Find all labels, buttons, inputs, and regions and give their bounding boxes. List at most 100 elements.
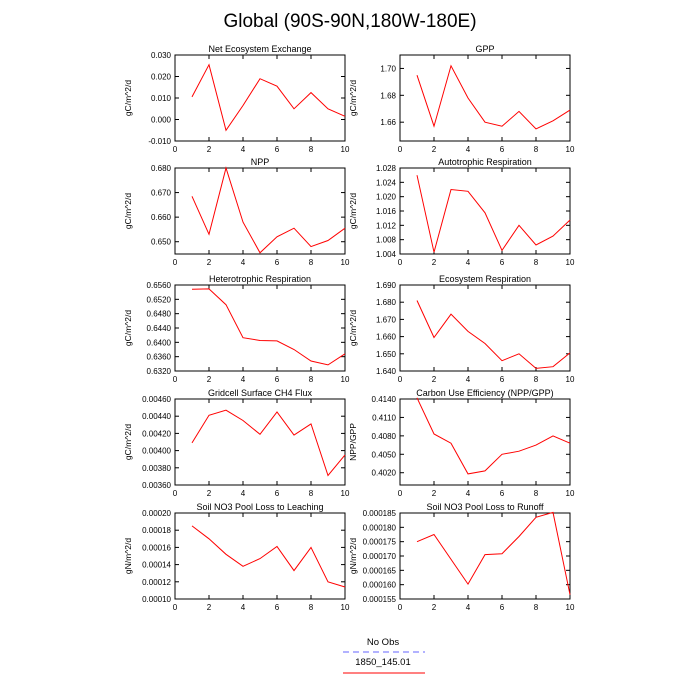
panel-7-xtick-label: 0 [173, 489, 178, 498]
panel-10-series-line [416, 511, 571, 595]
panel-8-ytick-label: 0.4020 [372, 469, 397, 478]
panel-8-title: Carbon Use Efficiency (NPP/GPP) [416, 388, 553, 398]
panel-9-ytick-label: 0.00012 [142, 578, 171, 587]
panel-2-ytick-label: 1.66 [380, 118, 396, 127]
panel-10-xtick-label: 4 [466, 603, 471, 612]
panel-10-xtick-label: 2 [432, 603, 437, 612]
panel-9-ytick-label: 0.00016 [142, 543, 171, 552]
panel-5: Heterotrophic Respiration gC/m^2/d 0 2 4 6 8 10… [123, 274, 350, 384]
panel-7-ytick-label: 0.00420 [142, 429, 171, 438]
panel-9-title: Soil NO3 Pool Loss to Leaching [196, 502, 323, 512]
panel-7-series-line [191, 409, 346, 477]
panel-1-ytick-label: 0.020 [151, 73, 172, 82]
panel-6: Ecosystem Respiration gC/m^2/d 0 2 4 6 8 10 1.64… [348, 274, 575, 384]
panel-7-ytick-label: 0.00440 [142, 412, 171, 421]
panel-3-ytick-label: 0.660 [151, 213, 172, 222]
panel-9-ytick-label: 0.00020 [142, 509, 171, 518]
panel-6-xtick-label: 4 [466, 375, 471, 384]
panel-4-ytick-label: 1.016 [376, 207, 397, 216]
panel-7-ytick-label: 0.00380 [142, 464, 171, 473]
panel-7-xtick-label: 10 [341, 489, 350, 498]
panel-6-ylabel: gC/m^2/d [348, 310, 358, 346]
panel-6-xtick-label: 2 [432, 375, 437, 384]
panel-2-xtick-label: 8 [534, 145, 539, 154]
panel-1: Net Ecosystem Exchange gC/m^2/d 0 2 4 6 8 10 -0.… [123, 44, 350, 154]
panel-3-title: NPP [251, 157, 270, 167]
panel-3-ylabel: gC/m^2/d [123, 193, 133, 229]
panel-10-frame [399, 512, 571, 600]
panel-4-xtick-label: 6 [500, 258, 505, 267]
panel-2-xtick-label: 2 [432, 145, 437, 154]
panel-2-xtick-label: 6 [500, 145, 505, 154]
panel-4-xtick-label: 8 [534, 258, 539, 267]
panel-4-title: Autotrophic Respiration [438, 157, 532, 167]
panel-9-xtick-label: 2 [207, 603, 212, 612]
panel-7: Gridcell Surface CH4 Flux gC/m^2/d 0 2 4 6 8 10… [123, 388, 350, 498]
panel-8-frame [399, 398, 571, 486]
panel-8-xtick-label: 10 [566, 489, 575, 498]
panel-9-xtick-label: 10 [341, 603, 350, 612]
panel-4: Autotrophic Respiration gC/m^2/d 0 2 4 6 8 10 1.… [348, 157, 575, 267]
panel-7-xtick-label: 6 [275, 489, 280, 498]
panel-10-xtick-label: 0 [398, 603, 403, 612]
panel-1-ytick-label: 0.030 [151, 51, 172, 60]
panel-5-xtick-label: 2 [207, 375, 212, 384]
panel-10-ytick-label: 0.000175 [363, 538, 397, 547]
panel-10-ytick-label: 0.000165 [363, 566, 397, 575]
panel-4-ylabel: gC/m^2/d [348, 193, 358, 229]
panel-4-series-line [416, 175, 571, 253]
panel-5-ytick-label: 0.6400 [147, 338, 172, 347]
legend-label-no-obs: No Obs [367, 637, 399, 648]
main-title: Global (90S-90N,180W-180E) [223, 11, 476, 32]
panel-5-ytick-label: 0.6440 [147, 324, 172, 333]
panel-10-ylabel: gN/m^2/d [348, 538, 358, 574]
panel-2-xtick-label: 4 [466, 145, 471, 154]
panel-10-ytick-label: 0.000170 [363, 552, 397, 561]
panel-3-xtick-label: 8 [309, 258, 314, 267]
panel-3-xtick-label: 10 [341, 258, 350, 267]
panel-2-frame [399, 54, 571, 142]
panel-10-xtick-label: 10 [566, 603, 575, 612]
panel-6-ytick-label: 1.660 [376, 333, 397, 342]
panel-10-ytick-label: 0.000180 [363, 523, 397, 532]
panel-6-ytick-label: 1.680 [376, 298, 397, 307]
panel-9-ytick-label: 0.00014 [142, 561, 171, 570]
panel-9-ytick-label: 0.00018 [142, 526, 171, 535]
panel-2-ytick-label: 1.70 [380, 64, 396, 73]
panel-4-ytick-label: 1.004 [376, 250, 397, 259]
panel-7-ytick-label: 0.00460 [142, 395, 171, 404]
panel-1-series-line [191, 63, 346, 132]
panel-8-xtick-label: 6 [500, 489, 505, 498]
panel-1-frame [174, 54, 346, 142]
panel-3-xtick-label: 6 [275, 258, 280, 267]
panel-8-xtick-label: 4 [466, 489, 471, 498]
panel-9-xtick-label: 8 [309, 603, 314, 612]
panel-4-ytick-label: 1.008 [376, 236, 397, 245]
panel-9-xtick-label: 6 [275, 603, 280, 612]
panel-6-series-line [416, 300, 571, 369]
panel-6-xtick-label: 8 [534, 375, 539, 384]
panel-4-ytick-label: 1.020 [376, 193, 397, 202]
panel-7-frame [174, 398, 346, 486]
panel-1-title: Net Ecosystem Exchange [208, 44, 311, 54]
panel-6-ytick-label: 1.690 [376, 281, 397, 290]
panel-6-xtick-label: 0 [398, 375, 403, 384]
panel-3: NPP gC/m^2/d 0 2 4 6 8 10 0.650 0.660 0.670 0.680 [123, 157, 350, 267]
panel-8-ytick-label: 0.4140 [372, 395, 397, 404]
panel-1-xtick-label: 8 [309, 145, 314, 154]
panel-5-xtick-label: 4 [241, 375, 246, 384]
panel-9-xtick-label: 0 [173, 603, 178, 612]
panel-4-xtick-label: 0 [398, 258, 403, 267]
panel-9-ytick-label: 0.00010 [142, 595, 171, 604]
panel-3-xtick-label: 2 [207, 258, 212, 267]
panel-6-frame [399, 284, 571, 372]
panel-10-ytick-label: 0.000160 [363, 581, 397, 590]
panel-5-ylabel: gC/m^2/d [123, 310, 133, 346]
panel-3-xtick-label: 4 [241, 258, 246, 267]
panel-9-frame [174, 512, 346, 600]
panel-2-ylabel: gC/m^2/d [348, 80, 358, 116]
panel-5-ytick-label: 0.6520 [147, 295, 172, 304]
panel-9-ylabel: gN/m^2/d [123, 538, 133, 574]
panel-8-xtick-label: 0 [398, 489, 403, 498]
panel-2-title: GPP [475, 44, 494, 54]
